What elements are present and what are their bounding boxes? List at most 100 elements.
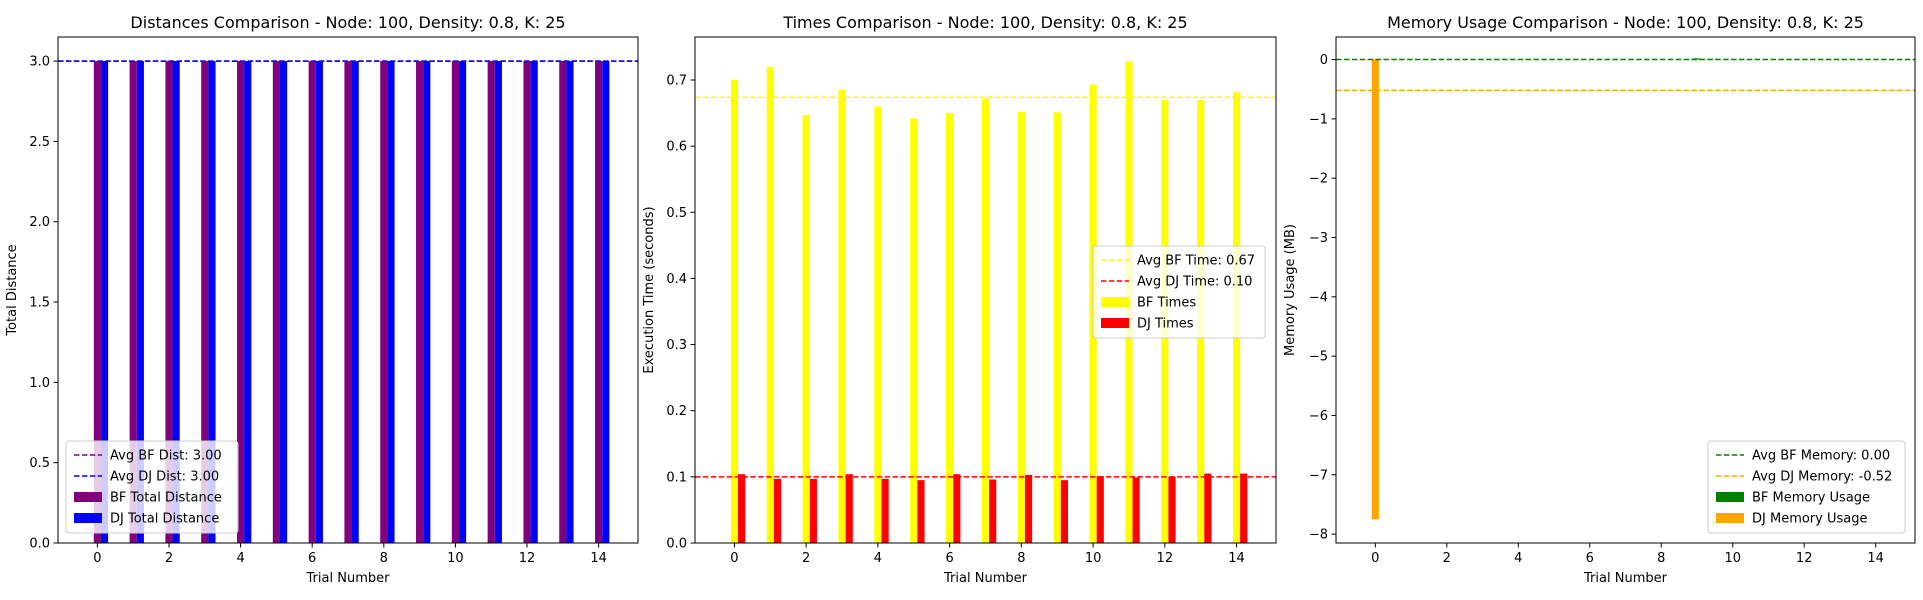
- bar: [989, 479, 997, 543]
- legend-label: Avg BF Dist: 3.00: [110, 449, 222, 464]
- legend-patch-swatch: [1716, 513, 1744, 523]
- chart-panel-1: 0 2 4 6 8 10 12 14 0.0 0.1 0.2 0.3 0.4 0.5 0.6 0.7 Times…: [642, 13, 1277, 586]
- bar: [766, 66, 774, 543]
- chart-panel-0: 0 2 4 6 8 10 12 14 0.0 0.5 1.0 1.5 2.0 2.5 3.0 Distance…: [5, 13, 639, 586]
- x-tick-label: 6: [308, 551, 316, 566]
- y-tick-label: 0.0: [29, 537, 50, 552]
- x-tick-label: 2: [802, 551, 810, 566]
- legend: Avg BF Memory: 0.00 Avg DJ Memory: -0.52 B…: [1707, 440, 1906, 534]
- bar: [1053, 112, 1061, 543]
- bar: [523, 61, 531, 543]
- y-tick-label: 1.5: [29, 296, 50, 311]
- bar: [881, 478, 889, 543]
- x-tick-label: 4: [874, 551, 882, 566]
- bar: [946, 113, 954, 543]
- bar: [802, 115, 810, 543]
- x-tick-label: 4: [1514, 551, 1522, 566]
- x-tick-label: 4: [236, 551, 244, 566]
- legend-box: [1092, 245, 1266, 339]
- bar: [458, 61, 467, 543]
- legend-label: BF Memory Usage: [1752, 491, 1870, 506]
- x-tick-label: 0: [730, 551, 738, 566]
- bar: [208, 61, 216, 543]
- y-axis-label: Memory Usage (MB): [1283, 224, 1298, 356]
- chart-title: Memory Usage Comparison - Node: 100, Den…: [1387, 13, 1864, 32]
- x-tick-label: 8: [1017, 551, 1025, 566]
- x-tick-label: 10: [1724, 551, 1741, 566]
- legend-label: BF Times: [1137, 296, 1196, 311]
- x-tick-label: 8: [380, 551, 388, 566]
- x-tick-label: 10: [447, 551, 464, 566]
- x-tick-label: 12: [1796, 551, 1813, 566]
- bar: [100, 61, 109, 543]
- bar: [838, 89, 846, 543]
- y-tick-label: −5: [1309, 350, 1328, 365]
- bar: [730, 79, 739, 543]
- x-tick-label: 6: [945, 551, 953, 566]
- y-tick-label: 0.2: [666, 404, 687, 419]
- x-tick-label: 2: [165, 551, 173, 566]
- y-axis-label: Total Distance: [5, 244, 20, 336]
- x-tick-label: 0: [1371, 551, 1379, 566]
- bar: [773, 478, 782, 543]
- bar: [494, 61, 502, 543]
- bar: [272, 61, 280, 543]
- y-tick-label: 0.5: [666, 206, 687, 221]
- x-tick-label: 14: [590, 551, 607, 566]
- bar: [423, 61, 431, 543]
- x-axis-label: Trial Number: [1583, 571, 1668, 586]
- legend-label: Avg DJ Dist: 3.00: [110, 470, 219, 485]
- x-axis-label: Trial Number: [306, 571, 391, 586]
- bar: [244, 61, 252, 543]
- legend-label: Avg DJ Time: 0.10: [1137, 275, 1252, 290]
- x-axis-label: Trial Number: [943, 571, 1028, 586]
- bar: [172, 61, 180, 543]
- bar: [93, 61, 101, 543]
- legend-label: Avg BF Memory: 0.00: [1752, 449, 1890, 464]
- legend-box: [65, 440, 239, 534]
- x-tick-label: 10: [1085, 551, 1102, 566]
- bar: [129, 61, 137, 543]
- legend-patch-swatch: [74, 513, 102, 523]
- bar: [344, 61, 352, 543]
- y-tick-label: 0.3: [666, 338, 687, 353]
- axes-frame: [57, 36, 639, 544]
- y-tick-label: 0.1: [666, 470, 687, 485]
- x-tick-label: 0: [93, 551, 101, 566]
- bar: [845, 474, 853, 543]
- legend-patch-swatch: [74, 492, 102, 502]
- x-tick-label: 12: [519, 551, 536, 566]
- bar: [981, 98, 990, 543]
- axes-frame: [694, 36, 1277, 544]
- bar: [809, 478, 817, 543]
- bar: [1132, 477, 1140, 543]
- y-tick-label: −6: [1309, 409, 1328, 424]
- legend: Avg BF Dist: 3.00 Avg DJ Dist: 3.00 BF Tot…: [65, 440, 239, 534]
- bar: [953, 474, 961, 543]
- bar: [738, 474, 746, 543]
- bar: [387, 61, 395, 543]
- bar: [602, 61, 610, 543]
- bar: [451, 61, 459, 543]
- y-tick-label: −4: [1309, 290, 1328, 305]
- chart-title: Distances Comparison - Node: 100, Densit…: [130, 13, 565, 32]
- bar: [165, 61, 173, 543]
- chart-panel-2: 0 2 4 6 8 10 12 14 0 −1 −2 −3 −4 −5 −6 −7 −8 Memory Usage…: [1283, 13, 1916, 586]
- x-tick-label: 2: [1443, 551, 1451, 566]
- x-tick-label: 8: [1657, 551, 1665, 566]
- bar: [380, 61, 388, 543]
- y-tick-label: 2.0: [29, 215, 50, 230]
- x-tick-label: 12: [1157, 551, 1174, 566]
- bar: [201, 61, 209, 543]
- chart-title: Times Comparison - Node: 100, Density: 0…: [782, 13, 1187, 32]
- bar: [315, 61, 323, 543]
- x-tick-label: 14: [1228, 551, 1245, 566]
- y-axis-label: Execution Time (seconds): [642, 206, 657, 373]
- bar: [1024, 474, 1033, 543]
- bar: [1204, 473, 1212, 543]
- y-tick-label: 1.0: [29, 376, 50, 391]
- bar: [1096, 476, 1104, 543]
- bar: [559, 61, 567, 543]
- y-tick-label: 0.4: [666, 272, 687, 287]
